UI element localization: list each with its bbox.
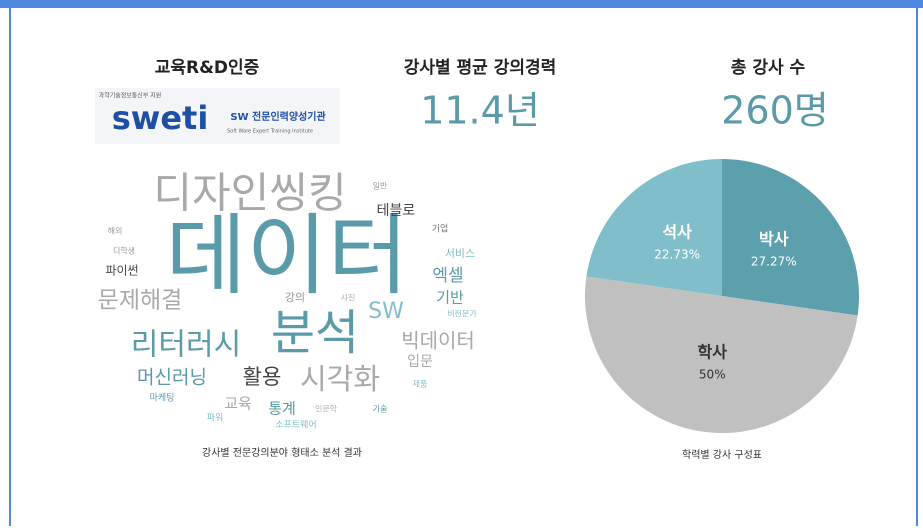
word: 강의 xyxy=(285,291,305,304)
logo: 과학기술정보통신부 지원 sweti SW 전문인력양성기관 Soft Ware… xyxy=(95,88,340,144)
right-border xyxy=(916,8,918,526)
word: 일반 xyxy=(373,182,388,191)
word: 머신러닝 xyxy=(137,367,207,389)
word: 시각화 xyxy=(300,362,380,396)
word: 교육 xyxy=(224,395,252,413)
word: 소프트웨어 xyxy=(275,419,316,431)
slice-value: 22.73% xyxy=(654,248,700,262)
caption: 강사별 전문강의분야 형태소 분석 결과 xyxy=(202,447,362,459)
word: 제품 xyxy=(413,380,428,389)
word: 파이썬 xyxy=(105,264,138,278)
stat-value: 11.4년 xyxy=(420,89,540,133)
word: 테블로 xyxy=(377,203,416,219)
slice-label: 학사 xyxy=(698,342,728,361)
word: 파워 xyxy=(207,413,224,424)
pie-title: 학력별 강사 구성표 xyxy=(682,449,762,461)
slice-value: 50% xyxy=(699,367,726,381)
word: 데이터 xyxy=(166,204,409,307)
word-cloud: 디자인씽킹 데이터 분석 리터러시 문제해결 파이썬 디학생 해외 일반 테블로… xyxy=(98,169,478,431)
word: 해외 xyxy=(108,226,123,236)
word: 빅데이터 xyxy=(401,329,475,353)
word: 문제해결 xyxy=(98,288,183,314)
word: 기업 xyxy=(432,224,449,235)
stat-label: 강사별 평균 강의경력 xyxy=(404,58,557,78)
word: 기술 xyxy=(373,404,388,414)
word: 서비스 xyxy=(445,247,475,260)
word: 사진 xyxy=(341,293,356,303)
stat-label: 총 강사 수 xyxy=(731,58,806,78)
top-bar xyxy=(0,0,923,8)
logo-english: Soft Ware Expert Training Institute xyxy=(227,129,313,135)
word: 디자인씽킹 xyxy=(153,169,346,218)
word: 마케팅 xyxy=(150,393,175,404)
stat-value: 260명 xyxy=(721,89,829,133)
word: 비전문가 xyxy=(447,309,477,319)
slice-value: 27.27% xyxy=(751,255,797,269)
left-border xyxy=(9,8,11,526)
pie-slice xyxy=(586,159,722,296)
word: 디학생 xyxy=(113,246,135,256)
logo-brand: sweti xyxy=(112,99,209,137)
word: 활용 xyxy=(243,365,282,389)
pie-slice xyxy=(584,276,858,434)
logo-name: SW 전문인력양성기관 xyxy=(230,110,326,123)
word: 리터러시 xyxy=(131,328,241,363)
word: 입문 xyxy=(407,354,433,370)
word: SW xyxy=(368,299,404,324)
word: 인문학 xyxy=(315,404,338,414)
slice-label: 박사 xyxy=(759,230,789,249)
word: 분석 xyxy=(271,305,359,361)
slice-label: 석사 xyxy=(662,223,692,242)
pie-chart: 박사 27.27% 학사 50% 석사 22.73% xyxy=(584,159,859,434)
logo-ministry: 과학기술정보통신부 지원 xyxy=(99,92,162,100)
pie-slice xyxy=(722,159,859,316)
stat-label: 교육R&D인증 xyxy=(155,58,260,78)
word: 엑셀 xyxy=(432,266,463,286)
word: 기반 xyxy=(436,289,464,307)
word: 통계 xyxy=(268,400,296,418)
logo-box xyxy=(95,88,340,144)
